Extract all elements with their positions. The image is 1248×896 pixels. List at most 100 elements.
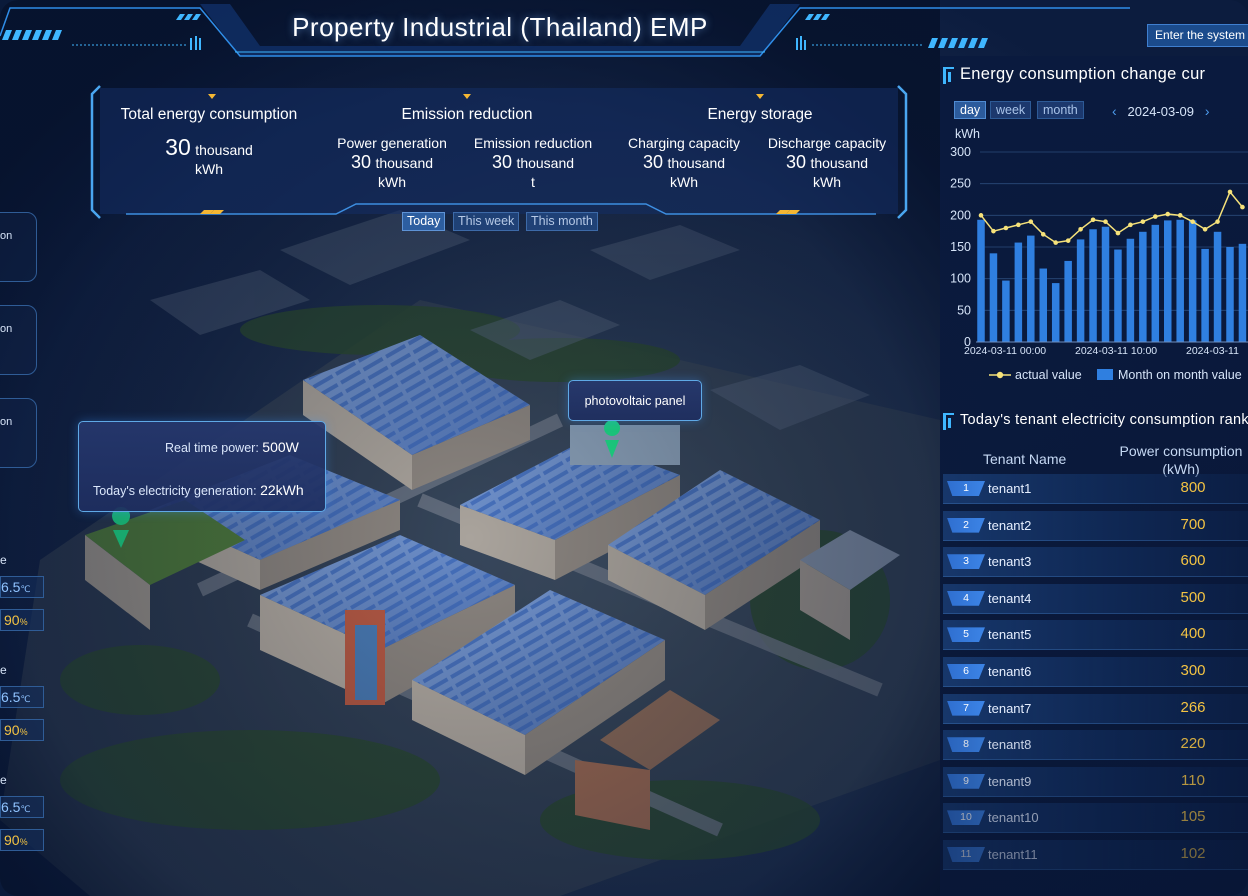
sensor-1-humidity: 90% <box>0 609 44 631</box>
bar-mom-1[interactable] <box>977 219 985 342</box>
bar-mom-19[interactable] <box>1201 248 1209 342</box>
bar-mom-16[interactable] <box>1164 220 1172 342</box>
rank-badge: 7 <box>947 700 985 716</box>
rank-badge: 5 <box>947 627 985 643</box>
sensor-2-label: e <box>0 663 7 677</box>
table-row[interactable]: 6 tenant6 300 <box>943 657 1248 687</box>
bar-mom-7[interactable] <box>1051 283 1060 342</box>
point-actual-15[interactable] <box>1153 214 1158 219</box>
bar-mom-6[interactable] <box>1039 268 1048 342</box>
point-actual-1[interactable] <box>978 213 984 218</box>
rank-badge: 6 <box>947 664 985 679</box>
table-row[interactable]: 2 tenant2 700 <box>943 510 1248 541</box>
left-card-1[interactable] <box>0 212 37 282</box>
left-card-3[interactable] <box>0 398 37 468</box>
chart-legend: actual value Month on month value <box>989 368 1242 382</box>
realtime-power-popup[interactable]: Real time power: 500W Today's electricit… <box>78 421 326 512</box>
bar-mom-12[interactable] <box>1114 249 1122 342</box>
bar-mom-20[interactable] <box>1213 231 1222 342</box>
point-actual-21[interactable] <box>1227 189 1233 195</box>
point-actual-20[interactable] <box>1215 219 1220 224</box>
tenant-name: tenant8 <box>988 737 1032 753</box>
photovoltaic-popup[interactable]: photovoltaic panel <box>568 380 702 421</box>
table-row[interactable]: 5 tenant5 400 <box>943 620 1248 651</box>
tab-this-week[interactable]: This week <box>453 212 520 231</box>
energy-chart[interactable]: kWh 0 50 100 150 200 250 300 2024-03-11 00:00 2… <box>940 124 1248 394</box>
table-row[interactable]: 11 tenant11 102 <box>943 840 1248 870</box>
bar-mom-3[interactable] <box>1002 280 1010 342</box>
tenant-name: tenant11 <box>988 847 1038 862</box>
bar-mom-17[interactable] <box>1176 219 1184 342</box>
tab-this-month[interactable]: This month <box>526 212 598 231</box>
table-row[interactable]: 10 tenant10 105 <box>943 803 1248 834</box>
point-actual-4[interactable] <box>1016 222 1021 228</box>
table-row[interactable]: 9 tenant9 110 <box>943 766 1248 797</box>
discharge-capacity-stat: Discharge capacity 30 thousand kWh <box>767 135 887 190</box>
bar-mom-11[interactable] <box>1101 226 1110 342</box>
rank-badge: 4 <box>947 590 985 606</box>
tenant-name: tenant5 <box>988 627 1032 643</box>
table-row[interactable]: 7 tenant7 266 <box>943 693 1248 724</box>
tenant-name: tenant7 <box>988 700 1032 716</box>
x-tick-label: 2024-03-11 00:00 <box>964 345 1046 357</box>
point-actual-19[interactable] <box>1202 226 1208 232</box>
tenant-consumption: 105 <box>1180 808 1206 826</box>
chart-tab-month[interactable]: month <box>1037 101 1084 119</box>
bar-mom-14[interactable] <box>1139 231 1147 342</box>
bar-mom-5[interactable] <box>1027 235 1035 342</box>
point-actual-16[interactable] <box>1165 211 1171 217</box>
point-actual-14[interactable] <box>1140 219 1146 224</box>
realtime-power-row: Real time power: 500W <box>165 439 299 455</box>
y-tick-label: 0 <box>964 335 971 349</box>
bar-mom-10[interactable] <box>1089 229 1097 342</box>
bar-mom-22[interactable] <box>1238 243 1247 342</box>
point-actual-6[interactable] <box>1040 232 1046 237</box>
ranking-col-name: Tenant Name <box>983 451 1067 467</box>
bar-mom-18[interactable] <box>1188 220 1197 342</box>
enter-system-button[interactable]: Enter the system <box>1147 24 1248 47</box>
point-actual-9[interactable] <box>1078 226 1083 232</box>
power-generation-stat: Power generation 30 thousand kWh <box>337 135 447 190</box>
table-row[interactable]: 4 tenant4 500 <box>943 583 1248 614</box>
energy-chart-title: Energy consumption change cur <box>960 65 1206 83</box>
tenant-name: tenant10 <box>988 810 1039 826</box>
bar-mom-21[interactable] <box>1226 247 1234 342</box>
chart-tab-day[interactable]: day <box>954 101 987 119</box>
chart-y-unit: kWh <box>955 127 980 141</box>
point-actual-22[interactable] <box>1240 204 1245 210</box>
tenant-name: tenant6 <box>988 664 1032 679</box>
tab-today[interactable]: Today <box>402 212 446 231</box>
charging-capacity-stat: Charging capacity 30 thousand kWh <box>627 135 741 190</box>
point-actual-18[interactable] <box>1190 219 1195 224</box>
tenant-name: tenant3 <box>988 554 1032 570</box>
bar-mom-15[interactable] <box>1151 224 1160 342</box>
point-actual-8[interactable] <box>1065 238 1071 243</box>
tenant-consumption: 800 <box>1180 479 1206 496</box>
point-actual-11[interactable] <box>1103 219 1108 224</box>
point-actual-17[interactable] <box>1177 213 1183 218</box>
bar-mom-4[interactable] <box>1014 242 1023 342</box>
point-actual-5[interactable] <box>1028 219 1034 224</box>
table-row[interactable]: 3 tenant3 600 <box>943 547 1248 578</box>
point-actual-13[interactable] <box>1128 222 1133 228</box>
sensor-3-humidity: 90% <box>0 829 44 851</box>
chart-tab-week[interactable]: week <box>990 101 1032 119</box>
prev-date-icon[interactable]: ‹ <box>1112 103 1117 119</box>
point-actual-7[interactable] <box>1053 240 1058 245</box>
bar-mom-2[interactable] <box>989 253 998 342</box>
point-actual-3[interactable] <box>1003 225 1009 231</box>
bar-mom-13[interactable] <box>1126 238 1135 342</box>
left-card-2[interactable] <box>0 305 37 375</box>
bar-mom-9[interactable] <box>1076 239 1085 342</box>
point-actual-12[interactable] <box>1115 230 1121 236</box>
point-actual-10[interactable] <box>1090 217 1096 223</box>
point-actual-2[interactable] <box>991 228 996 234</box>
y-tick-label: 50 <box>957 303 971 317</box>
tenant-consumption: 700 <box>1180 515 1206 533</box>
table-row[interactable]: 1 tenant1 800 <box>943 474 1248 504</box>
header-bar: Property Industrial (Thailand) EMP Enter… <box>0 0 1248 64</box>
rank-badge: 2 <box>947 517 985 533</box>
bar-mom-8[interactable] <box>1064 260 1072 342</box>
next-date-icon[interactable]: › <box>1204 103 1210 119</box>
table-row[interactable]: 8 tenant8 220 <box>943 730 1248 761</box>
